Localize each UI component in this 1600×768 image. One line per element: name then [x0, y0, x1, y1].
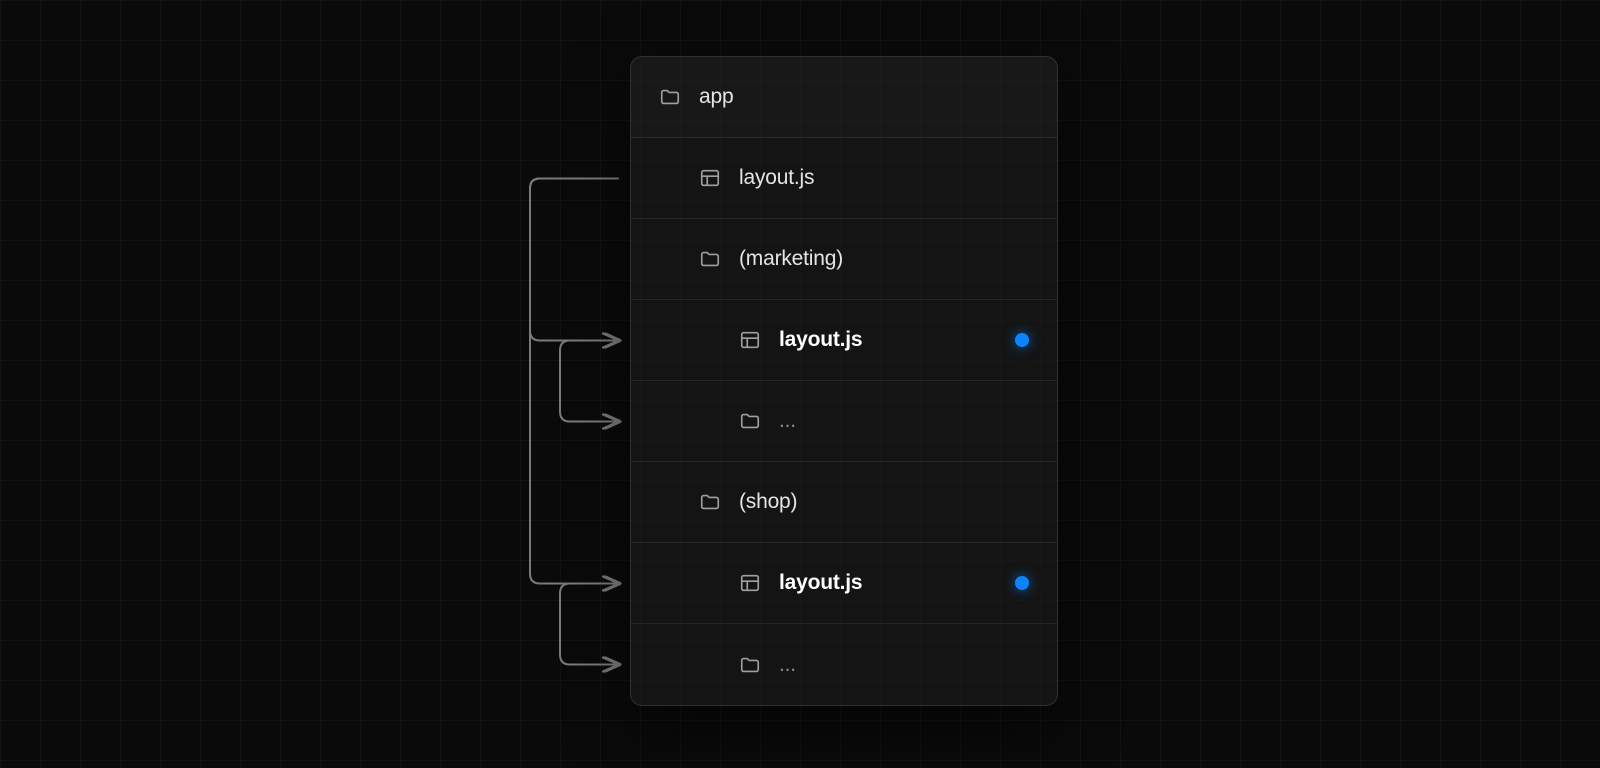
layout-icon: [739, 572, 761, 594]
status-dot: [1015, 576, 1029, 590]
tree-row-label: layout.js: [779, 328, 862, 352]
folder-icon: [739, 654, 761, 676]
tree-row: (shop): [631, 462, 1057, 543]
folder-icon: [739, 410, 761, 432]
tree-row-label: ...: [779, 653, 796, 677]
folder-icon: [659, 86, 681, 108]
status-dot: [1015, 333, 1029, 347]
tree-row-label: (marketing): [739, 247, 843, 271]
tree-row-label: layout.js: [779, 571, 862, 595]
tree-row-label: layout.js: [739, 166, 814, 190]
tree-row: app: [631, 57, 1057, 138]
folder-icon: [699, 491, 721, 513]
tree-row: ...: [631, 381, 1057, 462]
layout-icon: [739, 329, 761, 351]
tree-row: layout.js: [631, 138, 1057, 219]
file-tree-panel: app layout.js (marketing) layout.js... (shop…: [630, 56, 1058, 706]
tree-row-label: (shop): [739, 490, 797, 514]
tree-row-label: ...: [779, 409, 796, 433]
tree-row: layout.js: [631, 543, 1057, 624]
folder-icon: [699, 248, 721, 270]
tree-row: layout.js: [631, 300, 1057, 381]
layout-icon: [699, 167, 721, 189]
tree-row: (marketing): [631, 219, 1057, 300]
tree-row-label: app: [699, 85, 733, 109]
tree-row: ...: [631, 624, 1057, 705]
